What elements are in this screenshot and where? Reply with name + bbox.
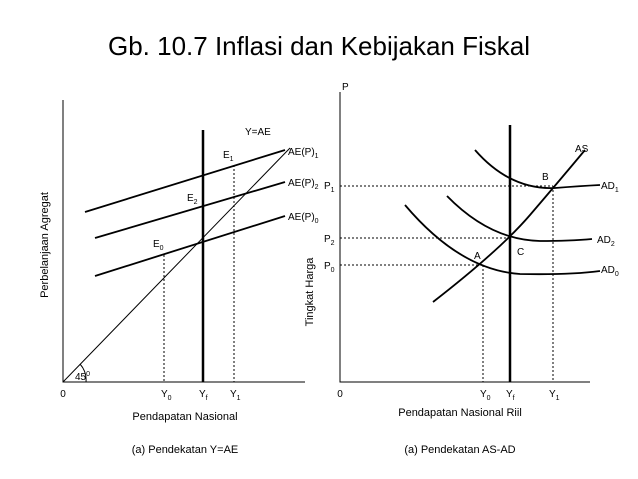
ad-curve bbox=[474, 149, 601, 189]
x-axis-label: Pendapatan Nasional bbox=[132, 411, 237, 423]
x-tick: Yf bbox=[199, 389, 208, 402]
angle-label: 450 bbox=[75, 371, 90, 383]
curve-label: AE(P)0 bbox=[288, 212, 319, 225]
x-axis-label: Pendapatan Nasional Riil bbox=[398, 407, 522, 419]
curve-label: AD1 bbox=[601, 181, 619, 194]
y-axis-label: Tingkat Harga bbox=[304, 257, 316, 327]
right-panel: P AS AD1 AD2 AD0 A B C P1 P2 P0 Tingkat … bbox=[304, 82, 619, 456]
origin: 0 bbox=[60, 389, 66, 400]
x-tick: Y1 bbox=[230, 389, 241, 402]
curve-label: AE(P)2 bbox=[288, 178, 319, 191]
caption: (a) Pendekatan Y=AE bbox=[132, 444, 239, 456]
point-label: E2 bbox=[187, 193, 198, 206]
axes bbox=[62, 100, 305, 383]
ad-curve bbox=[446, 195, 593, 242]
point-label: C bbox=[517, 247, 524, 258]
axis-top: P bbox=[342, 82, 349, 93]
y-tick: P0 bbox=[324, 261, 335, 274]
angle-arc bbox=[79, 363, 87, 383]
y-tick: P1 bbox=[324, 181, 335, 194]
y-tick: P2 bbox=[324, 234, 335, 247]
axes bbox=[339, 92, 590, 383]
point-label: B bbox=[542, 172, 549, 183]
caption: (a) Pendekatan AS-AD bbox=[404, 444, 515, 456]
curve-label: AD2 bbox=[597, 235, 615, 248]
left-panel: Y=AE AE(P)1 AE(P)2 AE(P)0 E1 E2 E0 450 0… bbox=[39, 100, 319, 456]
curve-label: AE(P)1 bbox=[288, 147, 319, 160]
x-tick: Y1 bbox=[549, 389, 560, 402]
point-label: E0 bbox=[153, 239, 164, 252]
as-curve bbox=[432, 149, 586, 303]
45-line bbox=[62, 147, 291, 383]
title: Gb. 10.7 Inflasi dan Kebijakan Fiskal bbox=[108, 31, 530, 61]
y-axis-label: Perbelanjaan Agregat bbox=[39, 192, 51, 298]
ae-line bbox=[84, 149, 286, 213]
point-label: A bbox=[474, 251, 481, 262]
x-tick: Yf bbox=[506, 389, 515, 402]
ae-line bbox=[94, 181, 286, 239]
curve-label: AD0 bbox=[601, 265, 619, 278]
x-tick: Y0 bbox=[161, 389, 172, 402]
origin: 0 bbox=[337, 389, 343, 400]
ae-line bbox=[94, 215, 286, 277]
point-label: E1 bbox=[223, 150, 234, 163]
curve-label: AS bbox=[575, 144, 589, 155]
line-label: Y=AE bbox=[245, 127, 271, 138]
ad-curve bbox=[404, 204, 601, 276]
x-tick: Y0 bbox=[480, 389, 491, 402]
